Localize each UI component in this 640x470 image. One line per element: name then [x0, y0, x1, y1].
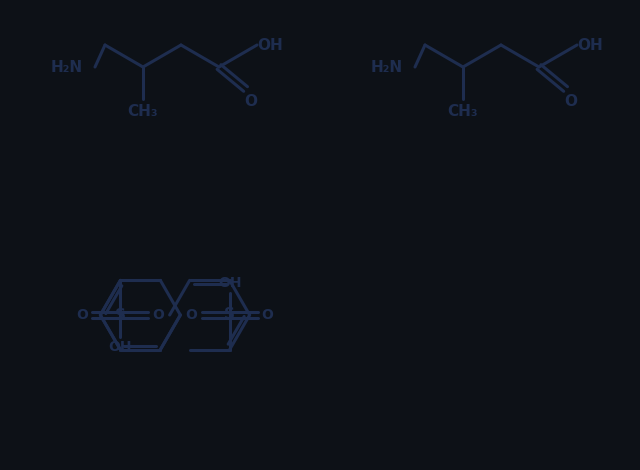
Text: CH₃: CH₃ — [128, 103, 158, 118]
Text: O: O — [152, 308, 164, 322]
Text: O: O — [564, 94, 577, 109]
Text: OH: OH — [109, 340, 132, 354]
Text: OH: OH — [577, 38, 603, 53]
Text: S: S — [115, 308, 126, 323]
Text: OH: OH — [257, 38, 283, 53]
Text: S: S — [224, 307, 235, 322]
Text: H₂N: H₂N — [51, 60, 83, 75]
Text: O: O — [76, 308, 88, 322]
Text: O: O — [244, 94, 257, 109]
Text: OH: OH — [218, 275, 241, 290]
Text: O: O — [262, 308, 273, 321]
Text: CH₃: CH₃ — [448, 103, 478, 118]
Text: O: O — [186, 308, 198, 321]
Text: H₂N: H₂N — [371, 60, 403, 75]
